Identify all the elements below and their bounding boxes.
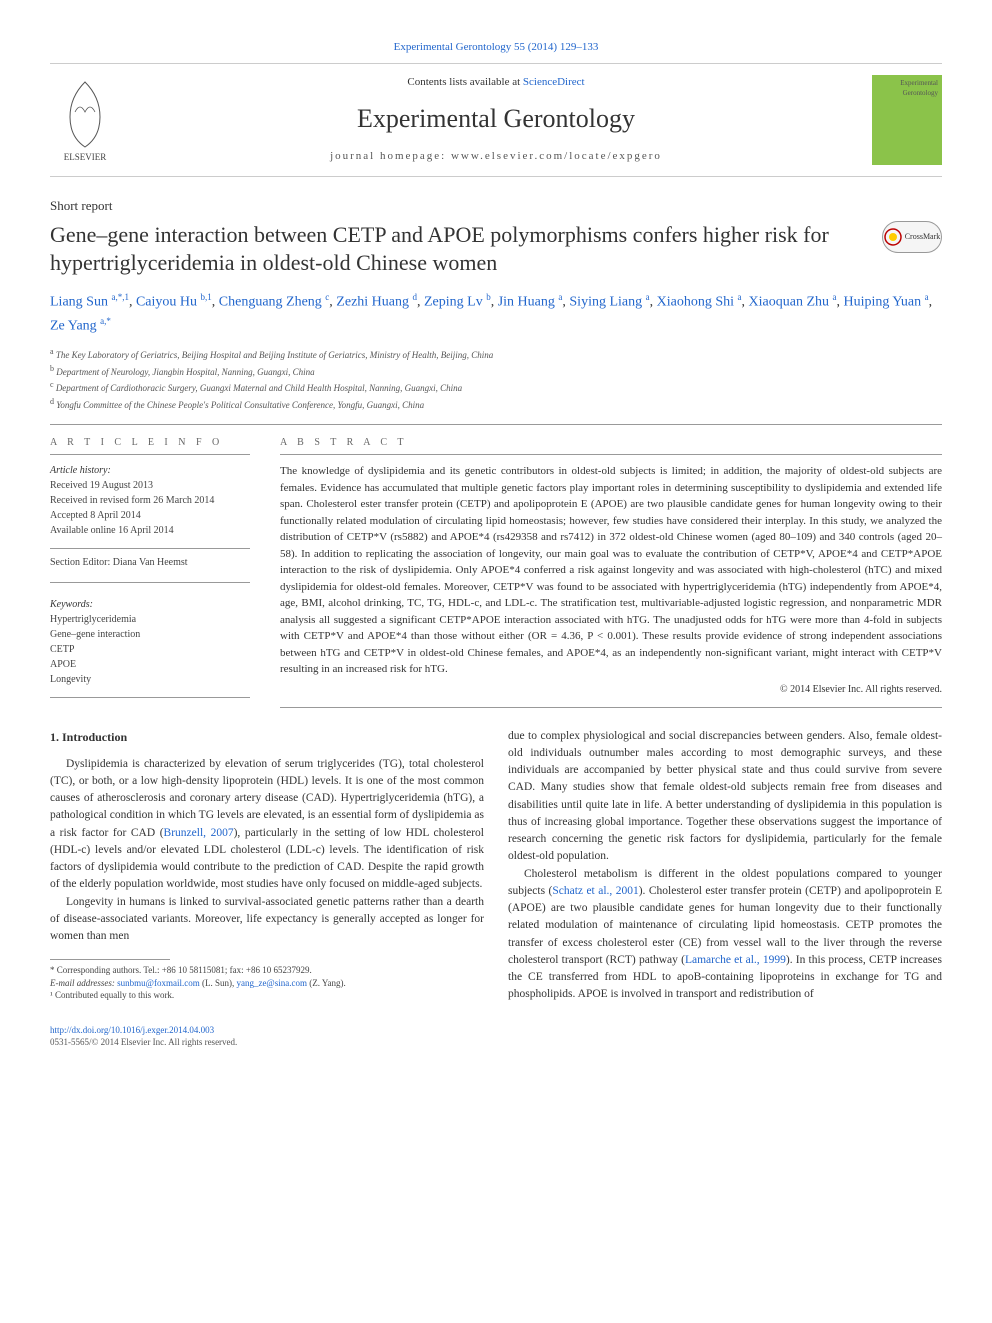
crossmark-label: CrossMark [905, 231, 941, 242]
page-footer: http://dx.doi.org/10.1016/j.exger.2014.0… [50, 1024, 942, 1049]
issn-copyright: 0531-5565/© 2014 Elsevier Inc. All right… [50, 1036, 942, 1049]
author[interactable]: Caiyou Hu [136, 295, 197, 310]
author[interactable]: Ze Yang [50, 319, 97, 334]
author[interactable]: Liang Sun [50, 295, 108, 310]
article-info-sidebar: A R T I C L E I N F O Article history: R… [50, 435, 250, 708]
author[interactable]: Chenguang Zheng [219, 295, 322, 310]
affiliation-a: The Key Laboratory of Geriatrics, Beijin… [56, 350, 493, 360]
email-label: E-mail addresses: [50, 978, 117, 988]
cover-label-2: Gerontology [903, 89, 938, 97]
homepage-prefix: journal homepage: [330, 150, 451, 162]
journal-homepage: journal homepage: www.elsevier.com/locat… [140, 149, 852, 164]
author[interactable]: Zeping Lv [424, 295, 483, 310]
abstract-text: The knowledge of dyslipidemia and its ge… [280, 463, 942, 678]
revised-date: Received in revised form 26 March 2014 [50, 493, 250, 508]
body-paragraph: Cholesterol metabolism is different in t… [508, 866, 942, 1004]
section-heading: 1. Introduction [50, 728, 484, 746]
abstract-header: A B S T R A C T [280, 435, 942, 455]
affiliation-c: Department of Cardiothoracic Surgery, Gu… [56, 383, 462, 393]
affiliation-b: Department of Neurology, Jiangbin Hospit… [56, 367, 314, 377]
author[interactable]: Jin Huang [498, 295, 555, 310]
author[interactable]: Xiaohong Shi [657, 295, 734, 310]
elsevier-logo: ELSEVIER [50, 72, 120, 167]
divider [280, 707, 942, 708]
received-date: Received 19 August 2013 [50, 478, 250, 493]
email-link[interactable]: yang_ze@sina.com [236, 978, 307, 988]
keyword: Longevity [50, 672, 250, 687]
article-type-label: Short report [50, 197, 942, 215]
author[interactable]: Zezhi Huang [336, 295, 409, 310]
body-paragraph: due to complex physiological and social … [508, 728, 942, 866]
homepage-url[interactable]: www.elsevier.com/locate/expgero [451, 150, 662, 162]
contents-available-line: Contents lists available at ScienceDirec… [140, 75, 852, 90]
keyword: Gene–gene interaction [50, 627, 250, 642]
citation-link[interactable]: Brunzell, 2007 [164, 827, 234, 839]
contribution-footnote: ¹ Contributed equally to this work. [50, 989, 484, 1002]
abstract-block: A B S T R A C T The knowledge of dyslipi… [280, 435, 942, 708]
sciencedirect-link[interactable]: ScienceDirect [523, 76, 585, 88]
citation-link[interactable]: Lamarche et al., 1999 [685, 954, 786, 966]
crossmark-badge[interactable]: CrossMark [882, 221, 942, 253]
section-editor: Section Editor: Diana Van Heemst [50, 555, 250, 570]
body-paragraph: Dyslipidemia is characterized by elevati… [50, 756, 484, 894]
journal-cover-thumbnail: Experimental Gerontology [872, 75, 942, 165]
footnote-divider [50, 959, 170, 960]
accepted-date: Accepted 8 April 2014 [50, 508, 250, 523]
divider [50, 548, 250, 549]
corresponding-author-footnote: * Corresponding authors. Tel.: +86 10 58… [50, 964, 484, 977]
divider [50, 424, 942, 425]
right-column: due to complex physiological and social … [508, 728, 942, 1004]
keyword: APOE [50, 657, 250, 672]
article-title: Gene–gene interaction between CETP and A… [50, 221, 872, 278]
history-title: Article history: [50, 463, 250, 478]
journal-citation-link[interactable]: Experimental Gerontology 55 (2014) 129–1… [50, 40, 942, 55]
journal-header: ELSEVIER Contents lists available at Sci… [50, 63, 942, 176]
left-column: 1. Introduction Dyslipidemia is characte… [50, 728, 484, 1004]
body-columns: 1. Introduction Dyslipidemia is characte… [50, 728, 942, 1004]
keywords-title: Keywords: [50, 597, 250, 612]
body-paragraph: Longevity in humans is linked to surviva… [50, 894, 484, 946]
email-who: (Z. Yang). [307, 978, 346, 988]
online-date: Available online 16 April 2014 [50, 523, 250, 538]
divider [50, 697, 250, 698]
email-link[interactable]: sunbmu@foxmail.com [117, 978, 200, 988]
cover-label-1: Experimental [900, 79, 938, 87]
citation-link[interactable]: Schatz et al., 2001 [552, 885, 638, 897]
author[interactable]: Huiping Yuan [844, 295, 922, 310]
keyword: Hypertriglyceridemia [50, 612, 250, 627]
svg-text:ELSEVIER: ELSEVIER [64, 152, 107, 162]
doi-link[interactable]: http://dx.doi.org/10.1016/j.exger.2014.0… [50, 1025, 214, 1035]
author[interactable]: Siying Liang [569, 295, 642, 310]
keyword: CETP [50, 642, 250, 657]
contents-prefix: Contents lists available at [407, 76, 522, 88]
journal-name: Experimental Gerontology [140, 101, 852, 137]
affiliations-block: a The Key Laboratory of Geriatrics, Beij… [50, 346, 942, 412]
affiliation-d: Yongfu Committee of the Chinese People's… [56, 400, 424, 410]
authors-list: Liang Sun a,*,1, Caiyou Hu b,1, Chenguan… [50, 290, 942, 338]
author[interactable]: Xiaoquan Zhu [749, 295, 829, 310]
email-who: (L. Sun), [200, 978, 237, 988]
article-info-header: A R T I C L E I N F O [50, 435, 250, 455]
email-footnote: E-mail addresses: sunbmu@foxmail.com (L.… [50, 977, 484, 990]
abstract-copyright: © 2014 Elsevier Inc. All rights reserved… [280, 682, 942, 697]
